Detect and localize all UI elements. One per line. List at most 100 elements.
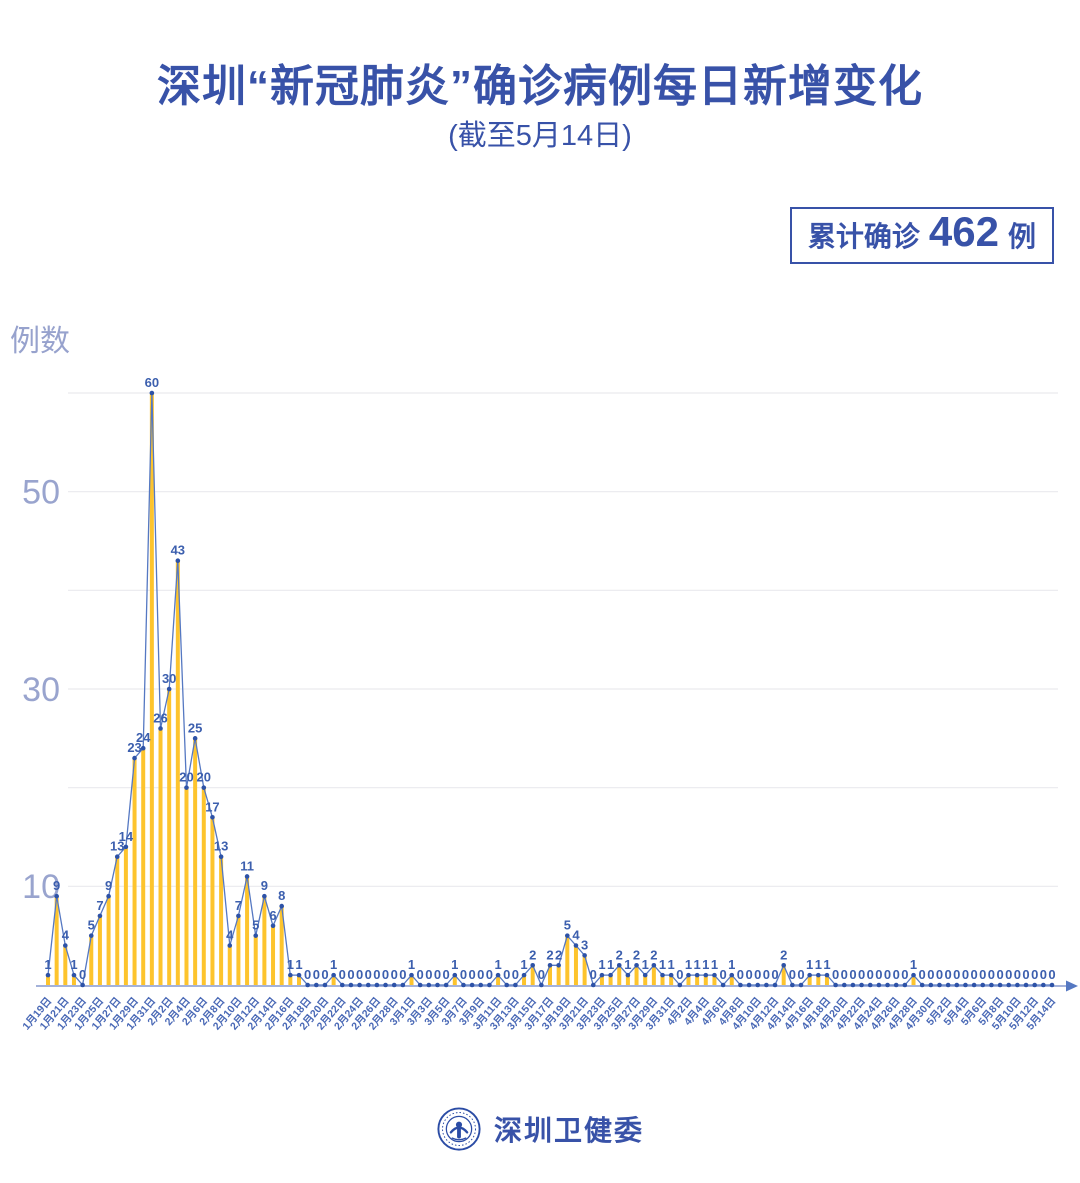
svg-text:1: 1 <box>330 957 337 972</box>
svg-text:1: 1 <box>70 957 77 972</box>
svg-text:0: 0 <box>382 967 389 982</box>
svg-text:0: 0 <box>953 967 960 982</box>
svg-text:0: 0 <box>945 967 952 982</box>
org-name: 深圳卫健委 <box>493 1115 644 1146</box>
svg-text:0: 0 <box>988 967 995 982</box>
svg-text:1: 1 <box>694 957 701 972</box>
svg-text:0: 0 <box>538 967 545 982</box>
svg-text:43: 43 <box>171 543 185 558</box>
svg-text:0: 0 <box>321 967 328 982</box>
svg-text:0: 0 <box>79 967 86 982</box>
svg-text:0: 0 <box>512 967 519 982</box>
chart-title: 深圳“新冠肺炎”确诊病例每日新增变化 <box>157 62 923 111</box>
svg-text:0: 0 <box>1040 967 1047 982</box>
svg-text:1: 1 <box>668 957 675 972</box>
svg-text:17: 17 <box>205 799 219 814</box>
svg-text:0: 0 <box>797 967 804 982</box>
daily-bars <box>46 393 916 985</box>
footer: 深圳卫健委 <box>0 1106 1080 1152</box>
svg-text:0: 0 <box>425 967 432 982</box>
svg-text:0: 0 <box>996 967 1003 982</box>
svg-text:2: 2 <box>633 947 640 962</box>
svg-text:0: 0 <box>979 967 986 982</box>
svg-text:26: 26 <box>153 710 167 725</box>
y-axis-unit-label: 例数 <box>10 325 70 358</box>
svg-text:1: 1 <box>451 957 458 972</box>
badge-prefix-label: 累计确诊 <box>807 221 920 252</box>
svg-text:0: 0 <box>486 967 493 982</box>
svg-text:1: 1 <box>494 957 501 972</box>
svg-text:0: 0 <box>936 967 943 982</box>
gridlines <box>68 392 1058 887</box>
svg-text:9: 9 <box>53 878 60 893</box>
badge-suffix-label: 例 <box>1007 221 1036 252</box>
svg-text:0: 0 <box>460 967 467 982</box>
svg-text:1: 1 <box>910 957 917 972</box>
svg-text:2: 2 <box>546 947 553 962</box>
svg-text:10: 10 <box>22 868 60 906</box>
svg-text:50: 50 <box>22 474 60 512</box>
svg-text:4: 4 <box>226 928 234 943</box>
svg-text:1: 1 <box>728 957 735 972</box>
svg-text:0: 0 <box>858 967 865 982</box>
svg-text:0: 0 <box>1031 967 1038 982</box>
svg-text:0: 0 <box>719 967 726 982</box>
svg-text:1: 1 <box>659 957 666 972</box>
org-logo-icon <box>437 1107 481 1151</box>
value-labels: 1941057913142324602630432025201713471159… <box>44 375 1055 982</box>
svg-text:4: 4 <box>572 928 580 943</box>
svg-text:0: 0 <box>356 967 363 982</box>
svg-text:0: 0 <box>1014 967 1021 982</box>
svg-text:24: 24 <box>136 730 151 745</box>
svg-text:1: 1 <box>408 957 415 972</box>
svg-text:1: 1 <box>815 957 822 972</box>
svg-text:30: 30 <box>22 671 60 709</box>
svg-text:1: 1 <box>607 957 614 972</box>
svg-text:1: 1 <box>624 957 631 972</box>
svg-text:7: 7 <box>235 898 242 913</box>
svg-text:1: 1 <box>685 957 692 972</box>
svg-text:0: 0 <box>754 967 761 982</box>
svg-text:0: 0 <box>763 967 770 982</box>
svg-text:1: 1 <box>702 957 709 972</box>
svg-text:0: 0 <box>304 967 311 982</box>
svg-text:20: 20 <box>179 770 193 785</box>
svg-text:1: 1 <box>823 957 830 972</box>
svg-text:0: 0 <box>927 967 934 982</box>
svg-text:0: 0 <box>503 967 510 982</box>
svg-text:60: 60 <box>145 375 159 390</box>
y-tick-labels: 10 30 50 <box>22 474 60 907</box>
svg-text:0: 0 <box>373 967 380 982</box>
svg-text:0: 0 <box>970 967 977 982</box>
cumulative-total-badge: 累计确诊 462 例 <box>789 207 1054 264</box>
svg-text:20: 20 <box>197 770 211 785</box>
svg-text:0: 0 <box>841 967 848 982</box>
svg-text:0: 0 <box>468 967 475 982</box>
svg-text:1: 1 <box>806 957 813 972</box>
svg-text:0: 0 <box>737 967 744 982</box>
x-axis-arrow-icon <box>1066 980 1078 992</box>
chart-subtitle: (截至5月14日) <box>448 120 632 152</box>
svg-text:1: 1 <box>598 957 605 972</box>
svg-text:0: 0 <box>962 967 969 982</box>
svg-text:0: 0 <box>347 967 354 982</box>
svg-text:0: 0 <box>1005 967 1012 982</box>
svg-text:0: 0 <box>832 967 839 982</box>
svg-text:4: 4 <box>62 928 70 943</box>
svg-text:0: 0 <box>901 967 908 982</box>
svg-text:5: 5 <box>564 918 571 933</box>
svg-text:1: 1 <box>642 957 649 972</box>
svg-text:0: 0 <box>867 967 874 982</box>
svg-text:5: 5 <box>88 918 95 933</box>
svg-text:6: 6 <box>269 908 276 923</box>
x-tick-labels: 1月19日1月21日1月23日1月25日1月27日1月29日1月31日2月2日2… <box>20 995 1058 1032</box>
svg-text:0: 0 <box>339 967 346 982</box>
svg-text:2: 2 <box>529 947 536 962</box>
svg-text:2: 2 <box>650 947 657 962</box>
svg-text:0: 0 <box>745 967 752 982</box>
svg-text:0: 0 <box>434 967 441 982</box>
svg-text:14: 14 <box>119 829 134 844</box>
data-points <box>45 390 1055 988</box>
svg-text:30: 30 <box>162 671 176 686</box>
svg-text:0: 0 <box>771 967 778 982</box>
